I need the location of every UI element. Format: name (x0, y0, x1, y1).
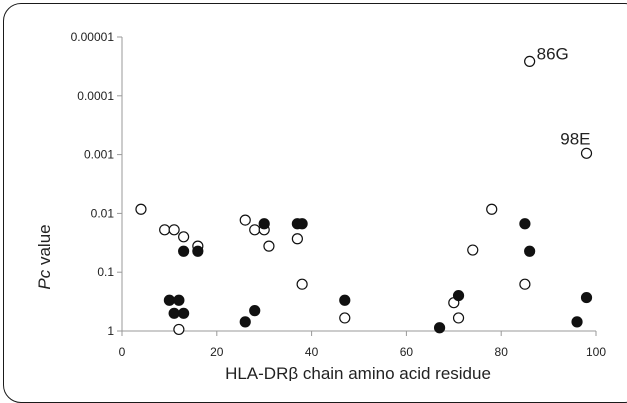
open-point (239, 214, 251, 226)
y-tick-label: 0.00001 (71, 30, 115, 44)
x-tick-label: 40 (305, 345, 319, 359)
x-axis-title: HLA-DRβ chain amino acid residue (225, 364, 491, 381)
filled-point (239, 316, 251, 328)
filled-point (178, 307, 190, 319)
filled-point (192, 245, 204, 257)
filled-point (163, 294, 175, 306)
y-tick-label: 0.001 (84, 148, 114, 162)
x-tick-label: 0 (119, 345, 126, 359)
tick-labels: 0.00001 0.0001 0.001 0.01 0.1 10 20 40 60 80 100 (71, 30, 607, 359)
filled-point (168, 307, 180, 319)
annotation-label: 98E (560, 129, 590, 148)
scatter-chart: 0.00001 0.0001 0.001 0.01 0.1 10 20 40 60 80 100 8… (35, 30, 607, 381)
open-point (291, 233, 303, 245)
open-point (249, 224, 261, 236)
open-point (135, 203, 147, 215)
filled-point (519, 218, 531, 230)
annotations: 86G 98E (537, 44, 591, 148)
x-tick-label: 80 (495, 345, 509, 359)
filled-point (258, 218, 270, 230)
y-tick-label: 0.01 (91, 206, 115, 220)
annotation-label: 86G (537, 44, 569, 63)
open-point (168, 224, 180, 236)
x-tick-label: 20 (210, 345, 224, 359)
filled-point (173, 294, 185, 306)
open-point (173, 323, 185, 336)
y-tick-label: 0.1 (97, 265, 114, 279)
open-point (467, 244, 479, 256)
open-point (519, 278, 531, 290)
filled-point (571, 316, 583, 328)
filled-point (580, 291, 593, 304)
filled-point (249, 305, 261, 317)
x-tick-label: 100 (586, 345, 606, 359)
filled-point (524, 245, 536, 257)
y-tick-label: 0.0001 (77, 89, 114, 103)
open-point (178, 231, 190, 243)
data-points (135, 55, 593, 336)
y-tick-label: 1 (107, 324, 114, 338)
filled-point (452, 289, 465, 302)
open-point (159, 224, 171, 236)
open-point (263, 240, 275, 252)
filled-point (178, 245, 190, 257)
open-point (339, 312, 351, 324)
filled-point (296, 218, 308, 230)
axes (117, 36, 597, 336)
y-axis-title-italic: Pc (35, 269, 54, 289)
filled-point (339, 294, 351, 306)
x-tick-label: 60 (400, 345, 414, 359)
open-point (580, 147, 593, 159)
y-axis-title: Pc value (35, 224, 54, 289)
open-point (486, 203, 498, 215)
open-point (296, 278, 308, 290)
filled-point (433, 322, 446, 334)
y-axis-title-rest: value (35, 224, 54, 269)
open-point (452, 312, 465, 324)
open-point (524, 55, 536, 68)
